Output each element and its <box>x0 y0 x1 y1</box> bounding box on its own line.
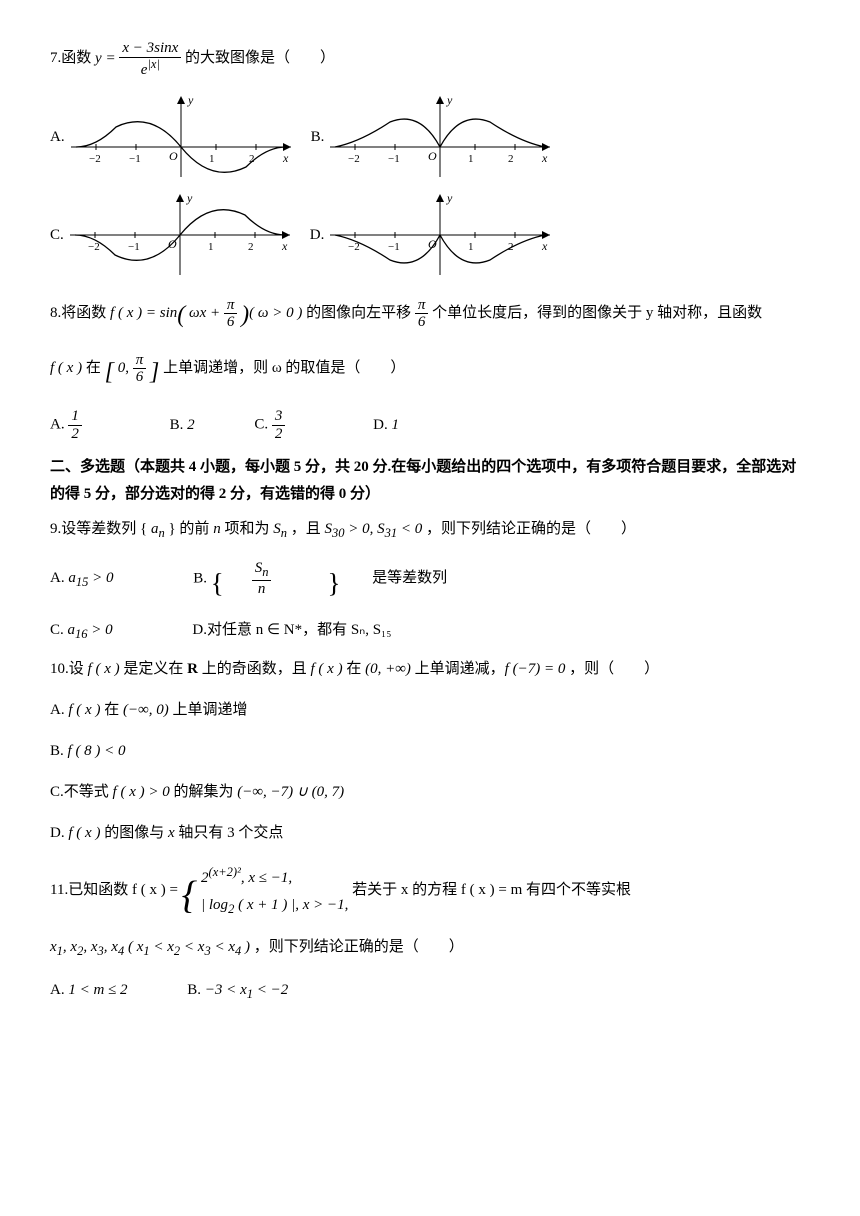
svg-text:1: 1 <box>468 241 474 253</box>
q9-opts-row1: A. a15 > 0 B. {Snn} 是等差数列 <box>50 559 810 608</box>
svg-text:1: 1 <box>208 241 214 253</box>
q11-opt-A: A. 1 < m ≤ 2 <box>50 977 156 1004</box>
svg-text:O: O <box>428 237 437 251</box>
q7-formula: y = x − 3sinxe|x| <box>95 40 181 78</box>
q10-opt-D: D. f ( x ) 的图像与 x 轴只有 3 个交点 <box>50 820 810 847</box>
q7-graph-C: C. y x O −2−1 12 <box>50 190 290 280</box>
svg-text:2: 2 <box>248 241 254 253</box>
svg-text:x: x <box>541 239 548 253</box>
q7-graph-D: D. y x O −2−1 12 <box>310 190 551 280</box>
svg-text:2: 2 <box>508 153 514 165</box>
q7-graph-B: B. y x O −2 −1 1 2 <box>311 92 551 182</box>
q7-text: 7.函数 y = x − 3sinxe|x| 的大致图像是（ ） <box>50 50 335 66</box>
svg-text:1: 1 <box>209 153 215 165</box>
q8-opt-C: C. 32 <box>254 408 341 442</box>
section-2-title: 二、多选题（本题共 4 小题，每小题 5 分，共 20 分.在每小题给出的四个选… <box>50 454 810 508</box>
svg-text:−1: −1 <box>129 153 141 165</box>
q7-graphs: A. y x O −2 −1 1 2 B. y x O −2 −1 1 2 <box>50 92 810 280</box>
svg-text:x: x <box>281 239 288 253</box>
q7-opt-B-label: B. <box>311 124 325 151</box>
q9-opts-row2: C. a16 > 0 D.对任意 n ∈ N*，都有 Sₙ, S₁₅ <box>50 617 810 646</box>
q9-opt-B: B. {Snn} 是等差数列 <box>193 559 475 608</box>
graph-b-svg: y x O −2 −1 1 2 <box>330 92 550 182</box>
q11-opt-B: B. −3 < x1 < −2 <box>187 977 316 1006</box>
svg-text:−1: −1 <box>128 241 140 253</box>
q10-opt-B: B. f ( 8 ) < 0 <box>50 738 810 765</box>
svg-text:−1: −1 <box>388 153 400 165</box>
q10-opt-C: C.不等式 f ( x ) > 0 的解集为 (−∞, −7) ∪ (0, 7) <box>50 779 810 806</box>
q8-opt-D: D. 1 <box>373 412 427 439</box>
svg-text:O: O <box>169 149 178 163</box>
graph-d-svg: y x O −2−1 12 <box>330 190 550 280</box>
svg-text:x: x <box>541 151 548 165</box>
svg-text:y: y <box>446 93 453 107</box>
q8-post: 个单位长度后，得到的图像关于 y 轴对称，且函数 <box>432 305 762 321</box>
q9-opt-C: C. a16 > 0 <box>50 617 141 646</box>
q7-graph-A: A. y x O −2−1 12 <box>50 92 291 182</box>
q8-pre: 将函数 <box>61 305 106 321</box>
q8-num: 8 <box>50 305 58 321</box>
q10-opt-A: A. f ( x ) 在 (−∞, 0) 上单调递增 <box>50 697 810 724</box>
q7-opt-A-label: A. <box>50 124 65 151</box>
q11-opts: A. 1 < m ≤ 2 B. −3 < x1 < −2 <box>50 977 810 1006</box>
question-8: 8.将函数 f ( x ) = sin( ωx + π6 )( ω > 0 ) … <box>50 294 810 337</box>
q8-mid: 的图像向左平移 <box>306 305 415 321</box>
question-8-line2: f ( x ) 在 [ 0, π6 ] 上单调递增，则 ω 的取值是（ ） <box>50 351 810 394</box>
q8-f-def: f ( x ) = sin( ωx + π6 )( ω > 0 ) <box>110 305 306 321</box>
svg-text:−2: −2 <box>89 153 101 165</box>
q9-opt-A: A. a15 > 0 <box>50 565 141 594</box>
svg-text:y: y <box>446 191 453 205</box>
q7-opt-D-label: D. <box>310 222 325 249</box>
question-10: 10.设 f ( x ) 是定义在 R 上的奇函数，且 f ( x ) 在 (0… <box>50 656 810 683</box>
svg-text:y: y <box>187 93 194 107</box>
svg-text:1: 1 <box>468 153 474 165</box>
svg-text:x: x <box>282 151 289 165</box>
q8-opt-A: A. 12 <box>50 408 138 442</box>
svg-text:−2: −2 <box>88 241 100 253</box>
q11-roots: x1, x2, x3, x4 ( x1 < x2 < x3 < x4 ) ，则下… <box>50 934 810 963</box>
svg-text:−1: −1 <box>388 241 400 253</box>
svg-text:y: y <box>186 191 193 205</box>
graph-a-svg: y x O −2−1 12 <box>71 92 291 182</box>
q8-opt-B: B. 2 <box>170 412 223 439</box>
question-7: 7.函数 y = x − 3sinxe|x| 的大致图像是（ ） <box>50 40 810 78</box>
graph-c-svg: y x O −2−1 12 <box>70 190 290 280</box>
svg-text:−2: −2 <box>348 153 360 165</box>
q8-opts: A. 12 B. 2 C. 32 D. 1 <box>50 408 810 442</box>
question-11: 11.已知函数 f ( x ) = { 2(x+2)², x ≤ −1, | l… <box>50 861 810 921</box>
q9-opt-D: D.对任意 n ∈ N*，都有 Sₙ, S₁₅ <box>192 617 419 644</box>
question-9: 9.设等差数列 { an } 的前 n 项和为 Sn ，且 S30 > 0, S… <box>50 516 810 545</box>
q7-opt-C-label: C. <box>50 222 64 249</box>
svg-text:O: O <box>428 149 437 163</box>
